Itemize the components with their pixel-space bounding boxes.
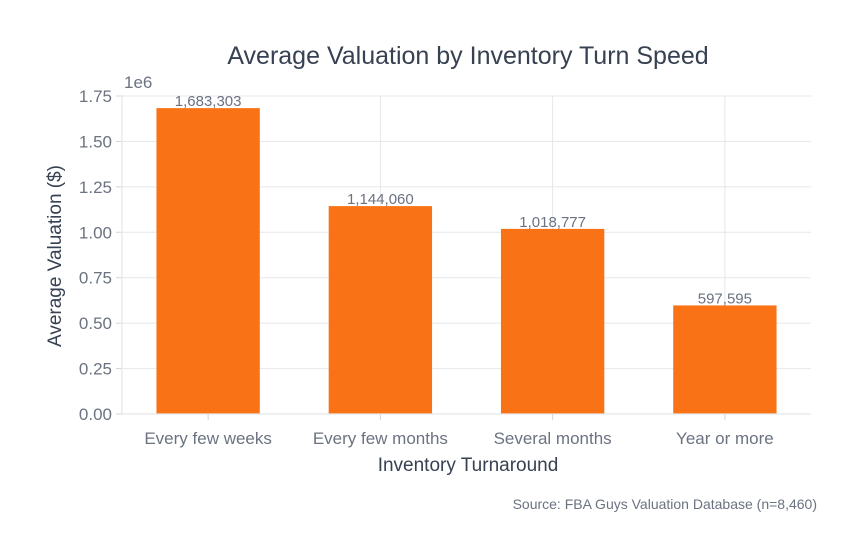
bars — [156, 108, 777, 414]
bar — [673, 305, 777, 414]
bar — [500, 228, 605, 414]
y-tick-label: 1.75 — [79, 87, 112, 106]
y-axis-label: Average Valuation ($) — [45, 165, 66, 347]
y-tick-label: 0.75 — [79, 269, 112, 288]
x-tick-label: Every few weeks — [144, 429, 272, 448]
chart-title: Average Valuation by Inventory Turn Spee… — [227, 42, 708, 70]
y-axis-multiplier: 1e6 — [124, 73, 152, 92]
x-axis-label: Inventory Turnaround — [378, 455, 559, 476]
y-tick-label: 0.25 — [79, 360, 112, 379]
bar — [328, 206, 433, 414]
bar — [156, 108, 260, 414]
x-tick-label: Every few months — [313, 429, 448, 448]
data-labels: 1,683,303 1,144,060 1,018,777 597,595 — [175, 93, 752, 307]
bar-value-label: 1,144,060 — [347, 191, 414, 208]
y-tick-label: 0.50 — [79, 314, 112, 333]
y-tick-label: 0.00 — [79, 405, 112, 424]
x-tick-label: Several months — [494, 429, 612, 448]
x-axis: Every few weeks Every few months Several m… — [122, 413, 811, 448]
y-axis: 0.00 0.25 0.50 0.75 1.00 1.25 1.50 1.75 — [79, 87, 123, 424]
y-tick-label: 1.00 — [79, 223, 112, 242]
source-note: Source: FBA Guys Valuation Database (n=8… — [513, 496, 817, 512]
bar-value-label: 597,595 — [698, 290, 752, 307]
x-tick-label: Year or more — [676, 429, 774, 448]
bar-value-label: 1,018,777 — [519, 214, 586, 231]
bar-value-label: 1,683,303 — [175, 93, 242, 110]
y-tick-label: 1.50 — [79, 132, 112, 151]
y-tick-label: 1.25 — [79, 178, 112, 197]
